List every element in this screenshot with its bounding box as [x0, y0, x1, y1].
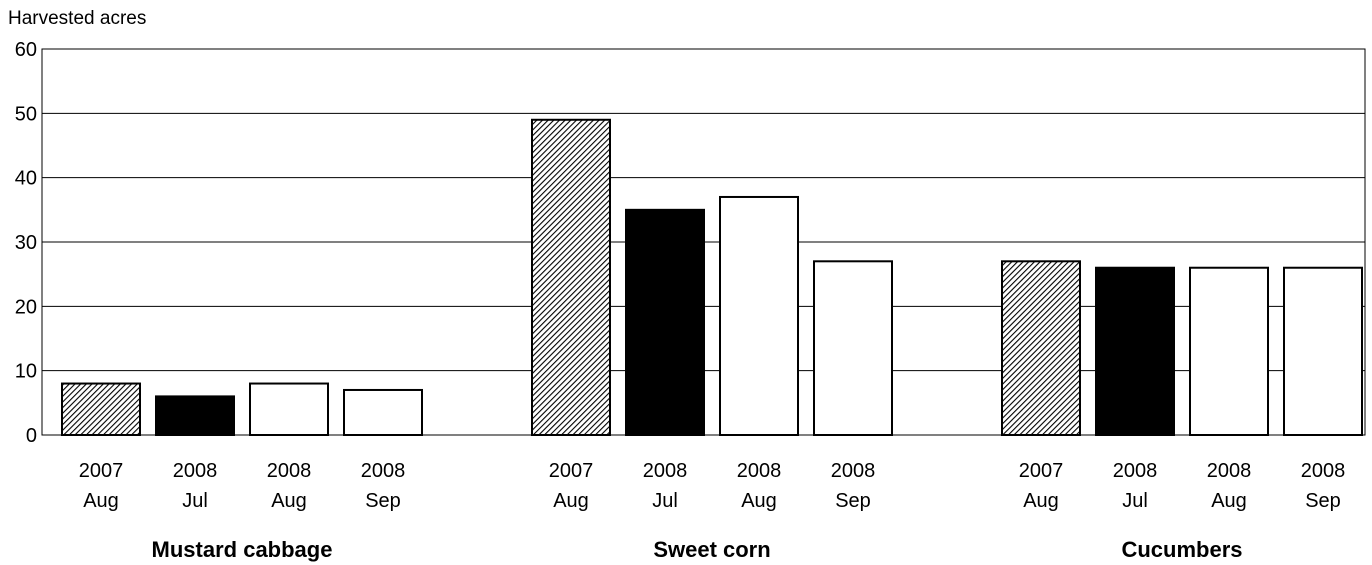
y-tick-label: 30 — [15, 232, 37, 254]
bar — [1001, 260, 1081, 436]
x-tick-month: Jul — [1122, 490, 1148, 512]
x-tick-year: 2008 — [173, 460, 218, 482]
x-tick-month: Sep — [1305, 490, 1341, 512]
x-tick-year: 2008 — [643, 460, 688, 482]
y-tick-label: 40 — [15, 168, 37, 190]
bar — [1095, 266, 1175, 436]
y-axis-label: Harvested acres — [8, 8, 146, 29]
group-labels: Mustard cabbage Sweet corn Cucumbers — [152, 537, 1243, 562]
bar — [343, 388, 423, 437]
x-tick-year: 2008 — [831, 460, 876, 482]
group-label: Mustard cabbage — [152, 537, 333, 562]
x-tick-month: Aug — [741, 490, 777, 512]
bar — [625, 208, 705, 436]
x-tick-year: 2008 — [737, 460, 782, 482]
x-tick-year: 2008 — [1113, 460, 1158, 482]
x-tick-year: 2007 — [79, 460, 124, 482]
y-tick-label: 10 — [15, 361, 37, 383]
bar — [531, 118, 611, 437]
x-tick-labels: 2007 Aug 2008 Jul 2008 Aug 2008 Sep 2007 Aug 2008 J… — [79, 460, 1346, 512]
x-tick-month: Aug — [83, 490, 119, 512]
x-tick-year: 2007 — [1019, 460, 1064, 482]
bars — [61, 118, 1363, 437]
bar — [1283, 266, 1363, 436]
x-tick-year: 2008 — [361, 460, 406, 482]
x-tick-year: 2008 — [267, 460, 312, 482]
x-tick-month: Jul — [182, 490, 208, 512]
x-tick-month: Sep — [835, 490, 871, 512]
x-tick-year: 2008 — [1301, 460, 1346, 482]
bar — [61, 382, 141, 436]
x-tick-month: Aug — [271, 490, 307, 512]
bar — [813, 260, 893, 436]
bar — [155, 395, 235, 436]
x-tick-month: Aug — [1211, 490, 1247, 512]
y-tick-labels: 0 10 20 30 40 50 60 — [15, 39, 37, 447]
y-tick-label: 60 — [15, 39, 37, 61]
group-label: Sweet corn — [653, 537, 770, 562]
x-tick-month: Aug — [1023, 490, 1059, 512]
y-tick-label: 0 — [26, 425, 37, 447]
bar — [719, 195, 799, 436]
y-tick-label: 50 — [15, 103, 37, 125]
x-tick-month: Jul — [652, 490, 678, 512]
plot-area-frame — [41, 48, 1366, 436]
x-tick-year: 2008 — [1207, 460, 1252, 482]
y-tick-label: 20 — [15, 296, 37, 318]
x-tick-month: Aug — [553, 490, 589, 512]
x-tick-month: Sep — [365, 490, 401, 512]
x-tick-year: 2007 — [549, 460, 594, 482]
group-label: Cucumbers — [1121, 537, 1242, 562]
bar — [1189, 266, 1269, 436]
bar — [249, 382, 329, 436]
